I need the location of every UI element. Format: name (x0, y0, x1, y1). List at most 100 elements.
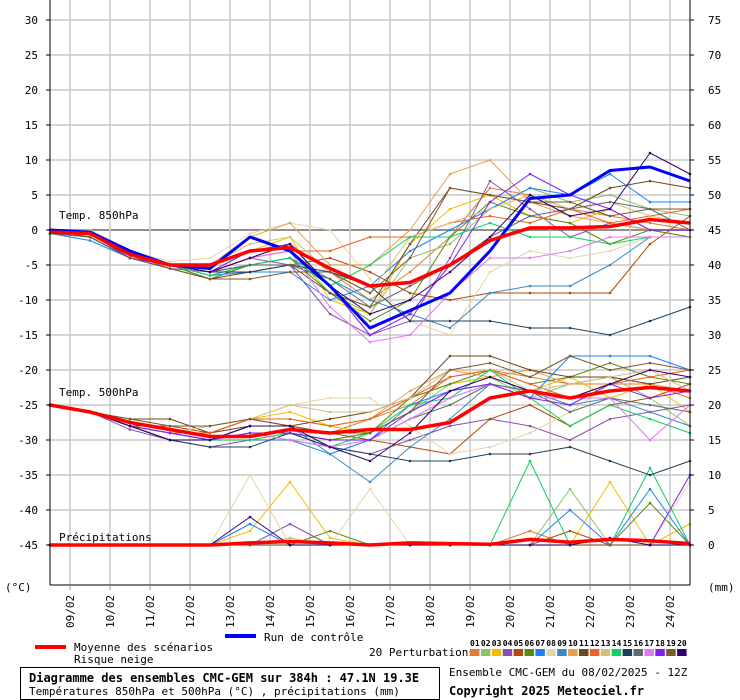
xtick-label: 13/02 (224, 595, 237, 628)
t850-pert-10-point (288, 221, 292, 225)
t500-pert-18-point (248, 431, 252, 435)
t850-pert-19-point (208, 277, 212, 281)
ytick-left: -40 (18, 504, 38, 517)
t500-pert-20-point (328, 445, 332, 449)
t850-pert-14-point (528, 235, 532, 239)
pert-legend-id: 20 (677, 639, 687, 648)
ytick-right: 40 (708, 259, 721, 272)
pert-legend-swatch (568, 649, 578, 656)
t500-pert-04-point (608, 417, 612, 421)
t850-pert-20-point (248, 256, 252, 260)
t500-pert-19-point (528, 375, 532, 379)
precip-pert-02-point (568, 487, 572, 491)
t850-control (49, 165, 691, 330)
t500-pert-18-point (288, 431, 292, 435)
pert-legend-swatch (589, 649, 600, 656)
pert-legend-id: 06 (525, 639, 535, 648)
t850-pert-05-point (648, 242, 652, 246)
t850-pert-18-point (648, 228, 652, 232)
xtick-label: 15/02 (304, 595, 317, 628)
t850-pert-15-point (568, 326, 572, 330)
t500-pert-20-point (168, 438, 172, 442)
t850-pert-05-point (408, 291, 412, 295)
xtick-label: 14/02 (264, 595, 277, 628)
t500-pert-18-point (648, 396, 652, 400)
t850-pert-09-point (448, 326, 452, 330)
t850-pert-01-point (648, 221, 652, 225)
ytick-right: 50 (708, 189, 721, 202)
t850-pert-07-point (608, 172, 612, 176)
t500-pert-12-point (648, 375, 652, 379)
t850-pert-15-point (648, 319, 652, 323)
xtick-label: 21/02 (544, 595, 557, 628)
pert-legend-swatch (470, 649, 480, 656)
t850-pert-09-point (488, 291, 492, 295)
t500-pert-15-point (568, 445, 572, 449)
t500-pert-14-point (568, 424, 572, 428)
ytick-left: -25 (18, 399, 38, 412)
t500-pert-11-point (568, 375, 572, 379)
tick-labels: 302520151050-5-10-15-20-25-30-35-40-4575… (18, 14, 721, 628)
ytick-right: 45 (708, 224, 721, 237)
t850-pert-14-point (288, 256, 292, 260)
ytick-right: 35 (708, 294, 721, 307)
t500-pert-15-point (248, 445, 252, 449)
t850-pert-15 (49, 229, 691, 336)
t500-pert-20-point (648, 368, 652, 372)
t500-pert-15-point (528, 452, 532, 456)
t850-pert-14-point (408, 235, 412, 239)
t850-pert-14-point (488, 221, 492, 225)
t500-pert-18-point (568, 403, 572, 407)
t850-pert-05-point (568, 291, 572, 295)
t500-pert-04-point (568, 438, 572, 442)
series-layer (48, 151, 692, 547)
t500-pert-06-point (448, 382, 452, 386)
precip-pert-08-point (248, 473, 252, 477)
t500-pert-11-point (448, 354, 452, 358)
t850-pert-19-point (328, 270, 332, 274)
t850-pert-19-point (448, 186, 452, 190)
ytick-right: 10 (708, 469, 721, 482)
precip-pert-14-point (648, 466, 652, 470)
t500-pert-12-point (368, 417, 372, 421)
t850-pert-07-point (528, 186, 532, 190)
t500-pert-20-point (608, 382, 612, 386)
t500-pert-20-point (128, 424, 132, 428)
precip-pert-20-point (568, 543, 572, 547)
t850-pert-14-point (568, 235, 572, 239)
t850-pert-17-point (568, 249, 572, 253)
t500-pert-17-point (648, 438, 652, 442)
t500-pert-07-point (608, 354, 612, 358)
t500-pert-14-point (408, 403, 412, 407)
pert-legend-id: 11 (579, 639, 589, 648)
pert-legend-id: 18 (655, 639, 665, 648)
t850-pert-20-point (488, 235, 492, 239)
pert-legend-id: 08 (546, 639, 556, 648)
t850-pert-14 (49, 222, 690, 287)
t500-pert-03-point (288, 410, 292, 414)
legend-control-swatch (225, 634, 256, 638)
ytick-right: 25 (708, 364, 721, 377)
t500-pert-13-point (568, 382, 572, 386)
pert-legend-id: 02 (481, 639, 491, 648)
t850-pert-13-point (648, 214, 652, 218)
ytick-right: 0 (708, 539, 715, 552)
ytick-left: -30 (18, 434, 38, 447)
t850-pert-15-point (248, 270, 252, 274)
precip-pert-03-point (328, 536, 332, 540)
t850-pert-19-point (408, 256, 412, 260)
ytick-left: -15 (18, 329, 38, 342)
run-info: Ensemble CMC-GEM du 08/02/2025 - 12Z (449, 666, 688, 679)
t850-pert-19-point (128, 256, 132, 260)
t850-pert-17-point (328, 305, 332, 309)
t850-pert-12-point (328, 249, 332, 253)
pert-legend-swatch (611, 649, 622, 656)
t500-pert-16-point (568, 410, 572, 414)
pert-legend-id: 17 (644, 639, 654, 648)
t850-pert-04-point (328, 312, 332, 316)
t500-pert-11-point (648, 382, 652, 386)
t500-pert-08-point (448, 452, 452, 456)
t850-pert-02-point (448, 242, 452, 246)
t500-pert-12-point (208, 431, 212, 435)
